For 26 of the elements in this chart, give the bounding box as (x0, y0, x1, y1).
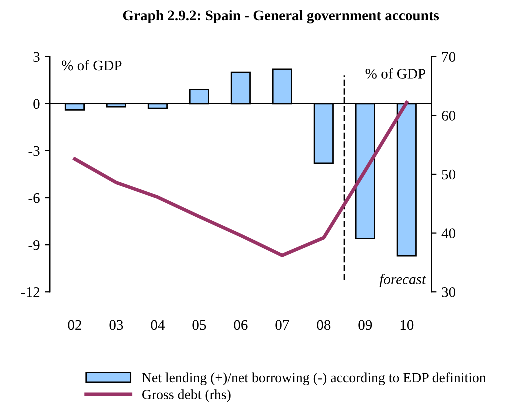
x-tick-label: 04 (151, 320, 166, 330)
y2-tick-label: 60 (442, 111, 456, 121)
y2-tick-label: 50 (442, 170, 456, 180)
x-tick-label: 06 (234, 320, 248, 330)
legend-label: Net lending (+)/net borrowing (-) according to EDP definition (142, 372, 486, 386)
x-tick-label: 09 (358, 320, 372, 330)
y-tick-label: -6 (28, 193, 40, 204)
y-axis-title: % of GDP (62, 60, 122, 71)
x-tick-label: 02 (68, 320, 82, 330)
x-tick-label: 07 (276, 320, 290, 330)
y-tick-label: 0 (34, 99, 40, 110)
chart-title: Graph 2.9.2: Spain - General government accounts (123, 10, 440, 24)
y2-axis-title: % of GDP (366, 68, 426, 79)
y-tick-label: 3 (34, 52, 40, 62)
y2-tick-label: 40 (442, 228, 456, 238)
x-tick-label: 08 (317, 320, 331, 330)
annotation: forecast (380, 274, 426, 288)
legend-label: Gross debt (rhs) (142, 390, 231, 402)
x-tick-label: 03 (110, 320, 124, 330)
y2-tick-label: 70 (442, 52, 456, 62)
y2-tick-label: 30 (442, 287, 456, 298)
y-tick-label: -12 (21, 288, 40, 298)
x-tick-label: 05 (192, 320, 206, 330)
y-tick-label: -3 (28, 146, 40, 156)
x-tick-label: 10 (400, 320, 414, 330)
y-tick-label: -9 (28, 240, 40, 250)
